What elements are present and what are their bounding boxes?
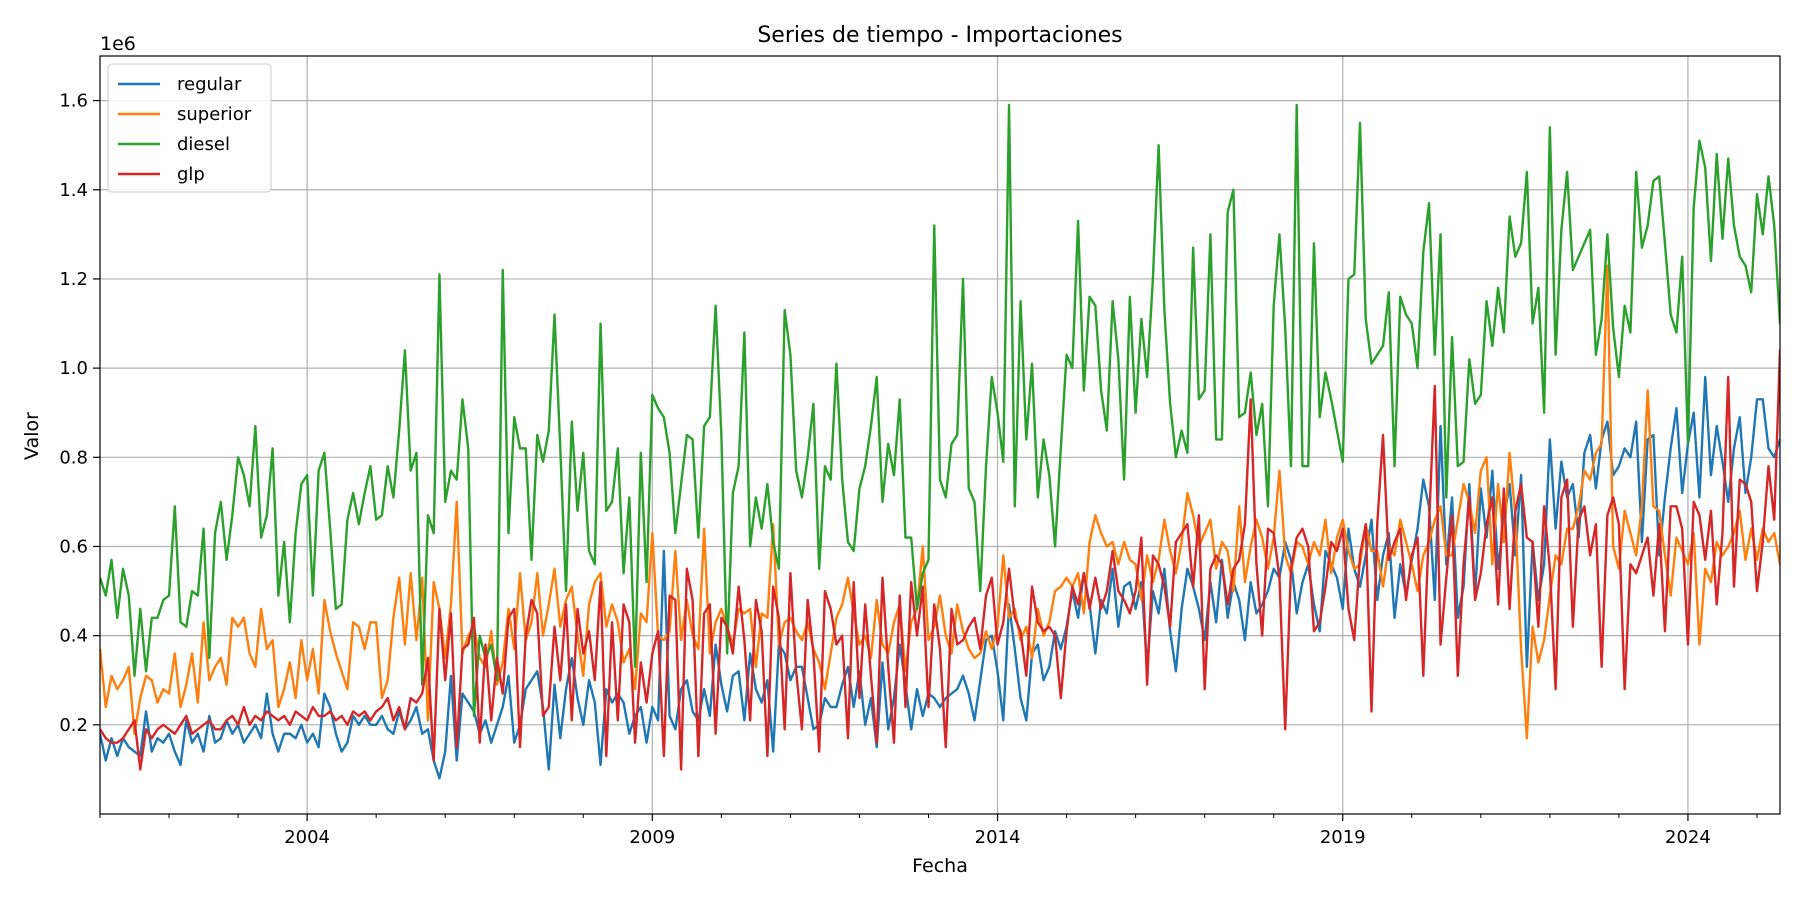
legend-label-glp: glp: [177, 164, 205, 185]
ticks-layer: 0.2 0.4 0.6 0.8 1.0 1.2 1.4 1.6 2004 2009 2014 2019…: [59, 91, 1758, 848]
y-tick-label: 1.0: [59, 358, 88, 379]
y-tick-label: 0.4: [59, 626, 88, 647]
x-axis-label: Fecha: [912, 855, 968, 877]
x-tick-label: 2004: [284, 827, 330, 848]
y-tick-label: 0.2: [59, 715, 88, 736]
chart-title: Series de tiempo - Importaciones: [757, 23, 1122, 48]
x-tick-label: 2014: [975, 827, 1021, 848]
series-line-diesel: [100, 103, 1780, 718]
y-tick-label: 1.4: [59, 180, 88, 201]
plot-frame: [99, 55, 1781, 815]
legend-label-superior: superior: [177, 104, 252, 125]
y-offset-text: 1e6: [100, 33, 136, 55]
grid-layer: [100, 56, 1780, 814]
x-tick-label: 2024: [1665, 827, 1711, 848]
series-layer: [100, 103, 1780, 780]
legend: regular superior diesel glp: [107, 63, 272, 193]
y-axis-label: Valor: [21, 412, 43, 460]
y-tick-label: 1.2: [59, 269, 88, 290]
legend-box: [107, 63, 272, 193]
y-tick-label: 0.6: [59, 536, 88, 557]
legend-label-regular: regular: [177, 74, 242, 95]
x-tick-label: 2019: [1320, 827, 1366, 848]
x-tick-label: 2009: [629, 827, 675, 848]
legend-label-diesel: diesel: [177, 134, 230, 155]
series-line-glp: [100, 349, 1780, 771]
y-tick-label: 0.8: [59, 447, 88, 468]
y-tick-label: 1.6: [59, 91, 88, 112]
